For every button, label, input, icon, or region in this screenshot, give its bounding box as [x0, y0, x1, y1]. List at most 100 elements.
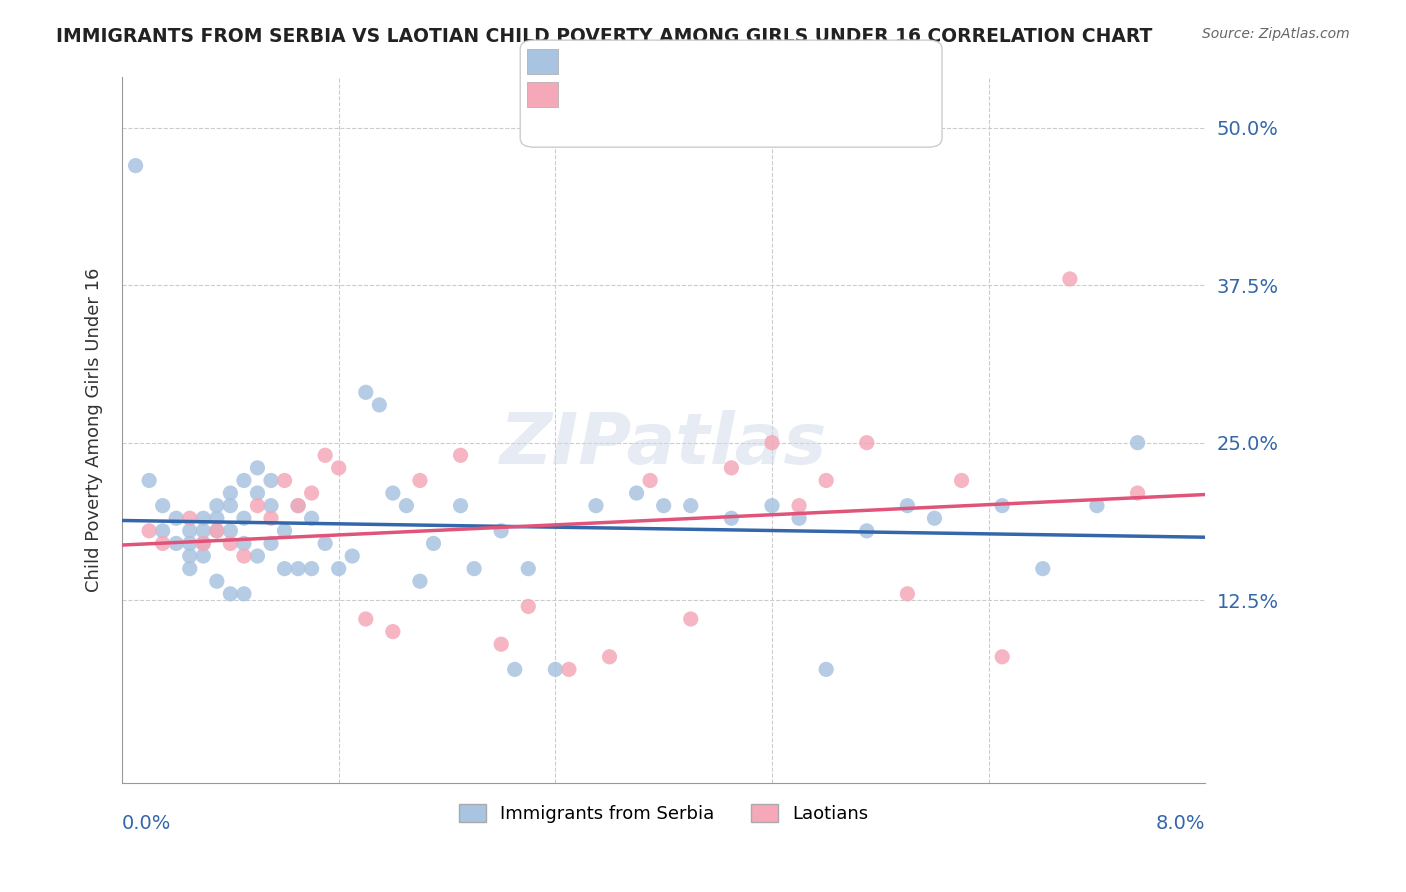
Point	[489, 524, 512, 538]
Point	[517, 599, 540, 614]
Point	[450, 499, 472, 513]
Point	[409, 474, 432, 488]
Point	[165, 536, 187, 550]
Point	[1032, 561, 1054, 575]
Point	[273, 474, 295, 488]
Point	[463, 561, 485, 575]
Point	[761, 499, 783, 513]
Point	[260, 511, 283, 525]
Y-axis label: Child Poverty Among Girls Under 16: Child Poverty Among Girls Under 16	[86, 268, 103, 592]
Point	[679, 499, 702, 513]
Point	[354, 385, 377, 400]
Point	[381, 624, 404, 639]
Point	[205, 511, 228, 525]
Text: IMMIGRANTS FROM SERBIA VS LAOTIAN CHILD POVERTY AMONG GIRLS UNDER 16 CORRELATION: IMMIGRANTS FROM SERBIA VS LAOTIAN CHILD …	[56, 27, 1153, 45]
Point	[232, 536, 254, 550]
Point	[287, 499, 309, 513]
Point	[260, 499, 283, 513]
Point	[165, 511, 187, 525]
Point	[991, 649, 1014, 664]
Point	[179, 561, 201, 575]
Point	[328, 561, 350, 575]
Point	[787, 499, 810, 513]
Point	[652, 499, 675, 513]
Point	[544, 662, 567, 676]
Point	[896, 587, 918, 601]
Point	[260, 536, 283, 550]
Text: Source: ZipAtlas.com: Source: ZipAtlas.com	[1202, 27, 1350, 41]
Point	[287, 499, 309, 513]
Point	[138, 524, 160, 538]
Point	[855, 435, 877, 450]
Point	[246, 486, 269, 500]
Legend: Immigrants from Serbia, Laotians: Immigrants from Serbia, Laotians	[451, 797, 876, 830]
Text: 0.173: 0.173	[591, 54, 647, 71]
Point	[205, 524, 228, 538]
Text: R =: R =	[555, 87, 595, 104]
Text: 8.0%: 8.0%	[1156, 814, 1205, 833]
Point	[342, 549, 364, 563]
Point	[232, 587, 254, 601]
Point	[395, 499, 418, 513]
Point	[179, 511, 201, 525]
Point	[855, 524, 877, 538]
Point	[219, 536, 242, 550]
Point	[219, 524, 242, 538]
Point	[138, 474, 160, 488]
Point	[219, 499, 242, 513]
Point	[896, 499, 918, 513]
Point	[219, 486, 242, 500]
Point	[246, 461, 269, 475]
Point	[232, 511, 254, 525]
Point	[368, 398, 391, 412]
Point	[328, 461, 350, 475]
Text: 0.162: 0.162	[591, 87, 647, 104]
Point	[1126, 486, 1149, 500]
Point	[179, 549, 201, 563]
Point	[205, 524, 228, 538]
Point	[193, 536, 215, 550]
Point	[232, 474, 254, 488]
Point	[219, 587, 242, 601]
Text: 0.0%: 0.0%	[122, 814, 172, 833]
Point	[1126, 435, 1149, 450]
Text: N =: N =	[640, 87, 679, 104]
Point	[301, 561, 323, 575]
Point	[450, 448, 472, 462]
Point	[517, 561, 540, 575]
Point	[260, 474, 283, 488]
Point	[626, 486, 648, 500]
Point	[679, 612, 702, 626]
Point	[1085, 499, 1108, 513]
Point	[924, 511, 946, 525]
Text: N =: N =	[640, 54, 679, 71]
Point	[422, 536, 444, 550]
Point	[585, 499, 607, 513]
Point	[152, 536, 174, 550]
Text: ZIPatlas: ZIPatlas	[501, 409, 827, 479]
Point	[246, 549, 269, 563]
Point	[301, 486, 323, 500]
Point	[354, 612, 377, 626]
Point	[381, 486, 404, 500]
Point	[205, 574, 228, 589]
Point	[273, 561, 295, 575]
Point	[815, 474, 838, 488]
Point	[152, 524, 174, 538]
Point	[193, 536, 215, 550]
Point	[815, 662, 838, 676]
Point	[489, 637, 512, 651]
Point	[638, 474, 661, 488]
Point	[1059, 272, 1081, 286]
Point	[179, 536, 201, 550]
Point	[599, 649, 621, 664]
Point	[761, 435, 783, 450]
Point	[179, 524, 201, 538]
Point	[273, 524, 295, 538]
Text: 34: 34	[672, 87, 697, 104]
Point	[787, 511, 810, 525]
Point	[193, 511, 215, 525]
Point	[246, 499, 269, 513]
Text: R =: R =	[555, 54, 595, 71]
Point	[314, 536, 336, 550]
